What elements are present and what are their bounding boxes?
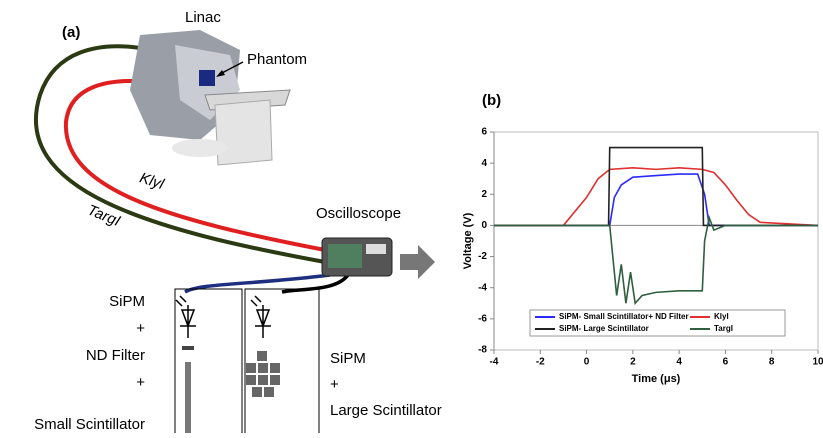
label: SiPM — [109, 293, 145, 310]
label: Phantom — [247, 51, 307, 68]
label: ND Filter — [86, 347, 145, 364]
legend-label: SiPM- Large Scintillator — [559, 324, 649, 333]
x-tick-label: 10 — [812, 357, 823, 368]
figure: (a) Linac Phantom Klyl TargI Oscilloscop… — [0, 0, 823, 433]
label: + — [330, 376, 339, 393]
nd-filter — [182, 346, 194, 350]
panel-a: (a) Linac Phantom Klyl TargI Oscilloscop… — [34, 9, 442, 433]
diode — [176, 296, 271, 338]
oscilloscope-screen — [328, 244, 362, 268]
small-scintillator — [185, 362, 191, 433]
large-scintillator — [246, 351, 280, 397]
label: Small Scintillator — [34, 416, 145, 433]
label: Oscilloscope — [316, 205, 401, 222]
phantom — [199, 70, 215, 86]
label: Linac — [185, 9, 221, 26]
y-tick-label: 2 — [481, 189, 487, 200]
legend-label: TargI — [714, 324, 733, 333]
label: + — [136, 374, 145, 391]
y-tick-label: 6 — [481, 127, 487, 138]
label: Klyl — [138, 169, 167, 193]
series-line — [494, 168, 818, 226]
series-line — [494, 174, 818, 225]
x-tick-label: 4 — [676, 357, 682, 368]
y-tick-label: 0 — [481, 220, 487, 231]
x-tick-label: 6 — [723, 357, 729, 368]
y-axis-label: Voltage (V) — [462, 212, 474, 269]
oscilloscope-keys — [366, 244, 386, 254]
label: SiPM — [330, 350, 366, 367]
panel-label: (b) — [482, 92, 501, 109]
x-tick-label: 8 — [769, 357, 775, 368]
legend-label: SiPM- Small Scintillator+ ND Filter — [559, 312, 689, 321]
y-tick-label: -4 — [478, 282, 487, 293]
y-tick-label: 4 — [481, 158, 487, 169]
arrow — [400, 245, 435, 279]
x-tick-label: -4 — [490, 357, 499, 368]
sensor-box — [245, 289, 319, 433]
y-tick-label: -6 — [478, 313, 487, 324]
y-tick-label: -8 — [478, 345, 487, 356]
series-line — [494, 218, 818, 304]
x-tick-label: 0 — [584, 357, 590, 368]
y-tick-label: -2 — [478, 251, 487, 262]
panel-label: (a) — [62, 24, 80, 41]
panel-b: (b) -8 -6 -4 -2 0 2 4 6 -4 -2 0 2 4 6 8 10 Time (μs) Volt… — [462, 92, 823, 385]
series-line — [494, 148, 818, 226]
x-tick-label: 2 — [630, 357, 636, 368]
label: Large Scintillator — [330, 402, 442, 419]
legend-label: Klyl — [714, 312, 729, 321]
x-axis-label: Time (μs) — [632, 373, 681, 385]
label: + — [136, 320, 145, 337]
x-tick-label: -2 — [536, 357, 545, 368]
